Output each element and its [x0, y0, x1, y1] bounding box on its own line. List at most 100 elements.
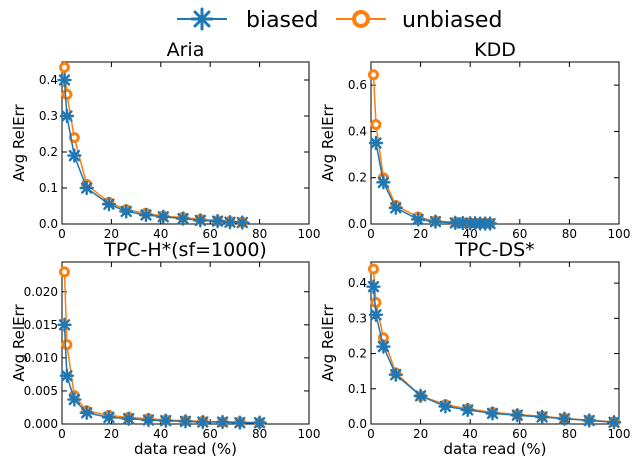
- x-tick-label: 20: [104, 227, 119, 241]
- x-icon: [190, 7, 214, 31]
- data-point-biased: [156, 209, 171, 225]
- plot-frame: [370, 61, 620, 225]
- y-tick-label: 0.1: [39, 181, 58, 195]
- y-tick-label: 0.4: [39, 73, 58, 87]
- data-point-biased: [388, 367, 403, 382]
- chart-panel-0: Aria 0 20 40 60 80 100 0.0 0.1 0.2 0.3 0.4 Avg RelEr…: [10, 39, 320, 241]
- data-point-biased: [368, 307, 384, 323]
- data-point-biased: [482, 216, 498, 231]
- data-point-unbiased: [58, 61, 70, 73]
- y-tick-label: 0.0: [348, 417, 367, 431]
- data-point-biased: [101, 410, 117, 425]
- data-point-biased: [222, 214, 238, 230]
- data-point-biased: [193, 213, 208, 228]
- chart-title: TPC-DS*: [454, 239, 534, 261]
- x-axis-label: data read (%): [443, 440, 546, 457]
- data-point-biased: [141, 412, 156, 428]
- chart-title: TPC-H*(sf=1000): [103, 239, 267, 261]
- series-line-biased: [63, 324, 260, 424]
- data-point-unbiased: [367, 69, 379, 81]
- x-tick-label: 100: [298, 227, 321, 241]
- data-point-biased: [428, 214, 443, 229]
- data-point-biased: [510, 407, 525, 423]
- series-biased: [366, 279, 622, 430]
- chart-title: KDD: [474, 39, 516, 61]
- x-tick-label: 20: [413, 227, 428, 241]
- x-tick-label: 80: [252, 227, 267, 241]
- data-point-biased: [388, 200, 403, 216]
- data-point-biased: [195, 414, 210, 430]
- data-point-biased: [79, 405, 94, 420]
- plot-frame: [61, 261, 310, 425]
- x-axis-label: data read (%): [134, 440, 237, 457]
- data-point-biased: [57, 72, 72, 88]
- y-tick-label: 0.005: [24, 384, 58, 398]
- data-point-biased: [79, 180, 94, 196]
- y-tick-label: 0.0: [348, 217, 367, 231]
- legend: biased unbiased: [177, 7, 502, 33]
- x-tick-label: 40: [153, 427, 168, 441]
- data-point-biased: [582, 413, 597, 428]
- y-tick-label: 0.020: [24, 285, 58, 299]
- y-tick-label: 0.3: [39, 109, 58, 123]
- data-point-biased: [557, 411, 572, 426]
- data-point-biased: [59, 368, 75, 383]
- series-biased: [57, 72, 250, 230]
- x-tick-label: 80: [562, 227, 577, 241]
- y-tick-label: 0.3: [348, 311, 367, 325]
- series-line-unbiased: [63, 271, 260, 424]
- data-point-biased: [366, 279, 381, 294]
- data-point-unbiased: [367, 263, 379, 275]
- series-unbiased: [367, 69, 496, 229]
- x-tick-label: 0: [58, 427, 66, 441]
- series-line-biased: [63, 79, 243, 224]
- data-point-biased: [235, 215, 250, 230]
- series-unbiased: [58, 61, 248, 228]
- data-point-biased: [252, 415, 267, 430]
- data-point-biased: [158, 413, 173, 428]
- data-point-biased: [368, 135, 384, 151]
- y-axis-label: Avg RelErr: [319, 304, 337, 382]
- series-unbiased: [367, 263, 620, 428]
- x-tick-label: 60: [203, 427, 218, 441]
- data-point-biased: [119, 204, 134, 219]
- x-tick-label: 40: [153, 227, 168, 241]
- data-point-unbiased: [58, 266, 70, 278]
- data-point-biased: [606, 415, 622, 430]
- circle-icon: [352, 10, 370, 28]
- data-point-unbiased: [61, 88, 73, 100]
- data-point-unbiased: [61, 339, 73, 351]
- chart-title: Aria: [167, 39, 205, 61]
- data-point-biased: [215, 414, 230, 430]
- data-point-biased: [121, 411, 136, 426]
- y-tick-label: 0.015: [24, 318, 58, 332]
- x-tick-label: 0: [367, 227, 375, 241]
- x-tick-label: 0: [58, 227, 66, 241]
- x-tick-label: 0: [367, 427, 375, 441]
- series-unbiased: [58, 266, 266, 429]
- series-line-unbiased: [63, 67, 243, 223]
- data-point-biased: [57, 317, 72, 333]
- series-line-unbiased: [372, 74, 490, 225]
- x-tick-label: 80: [562, 427, 577, 441]
- chart-panel-2: TPC-H*(sf=1000) 0 20 40 60 80 100 0.000 0.005 0.0…: [10, 239, 320, 457]
- legend-label-biased: biased: [246, 8, 319, 33]
- y-axis-label: Avg RelErr: [319, 104, 337, 182]
- y-tick-label: 0.0: [39, 217, 58, 231]
- x-tick-label: 60: [203, 227, 218, 241]
- data-point-biased: [376, 339, 391, 354]
- data-point-biased: [67, 392, 82, 407]
- data-point-biased: [460, 402, 475, 418]
- series-line-biased: [372, 286, 615, 423]
- x-tick-label: 20: [104, 427, 119, 441]
- data-point-unbiased: [370, 297, 382, 308]
- x-tick-label: 100: [298, 427, 321, 441]
- data-point-biased: [438, 399, 453, 414]
- plot-frame: [61, 61, 310, 225]
- legend-label-unbiased: unbiased: [402, 8, 502, 33]
- data-point-biased: [410, 212, 426, 227]
- series-biased: [57, 317, 267, 430]
- data-point-biased: [485, 406, 500, 421]
- y-tick-label: 0.6: [348, 78, 367, 92]
